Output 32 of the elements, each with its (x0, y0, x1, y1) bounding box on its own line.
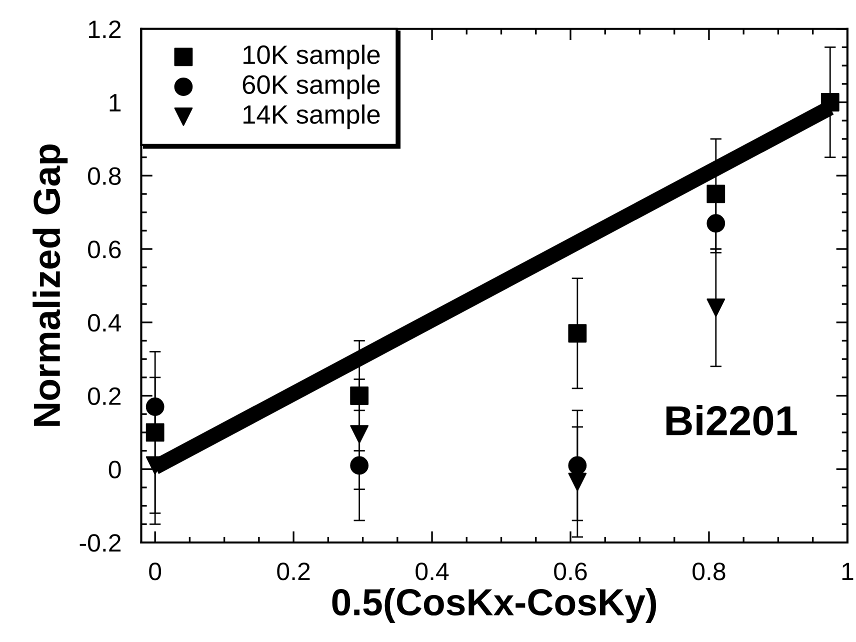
y-tick-label: 1.2 (88, 20, 121, 38)
legend-label: 10K sample (244, 44, 380, 70)
point (146, 398, 164, 416)
point (568, 456, 587, 475)
y-tick-label: 0.8 (88, 167, 121, 185)
point (350, 425, 369, 444)
x-tick-label: 0.2 (277, 562, 310, 580)
x-tick-label: 0.6 (554, 562, 587, 580)
x-tick-label: 0.8 (692, 562, 726, 580)
x-tick-label: 0 (149, 562, 162, 580)
point (568, 472, 587, 492)
y-tick-label: 0.2 (88, 387, 121, 406)
point (350, 456, 369, 475)
x-tick-label: 1 (842, 562, 854, 580)
y-tick-label: 0.6 (88, 240, 121, 258)
point (146, 423, 164, 442)
y-tick-label: 0 (108, 460, 121, 478)
point (820, 93, 840, 112)
y-tick-label: 0.4 (88, 314, 122, 332)
point (706, 184, 726, 204)
y-axis-title: Normalized Gap (32, 144, 68, 426)
point (706, 214, 726, 233)
y-tick-label: -0.2 (80, 534, 121, 552)
point (350, 386, 369, 405)
annotation: Bi2201 (666, 404, 797, 436)
point (568, 324, 587, 343)
legend-label: 60K sample (242, 74, 380, 100)
x-tick-label: 0.4 (416, 562, 449, 580)
point (706, 298, 726, 317)
x-axis-title: 0.5(CosKx-CosKy) (332, 588, 656, 623)
legend-label: 14K sample (244, 104, 380, 130)
y-tick-label: 1 (110, 94, 121, 112)
